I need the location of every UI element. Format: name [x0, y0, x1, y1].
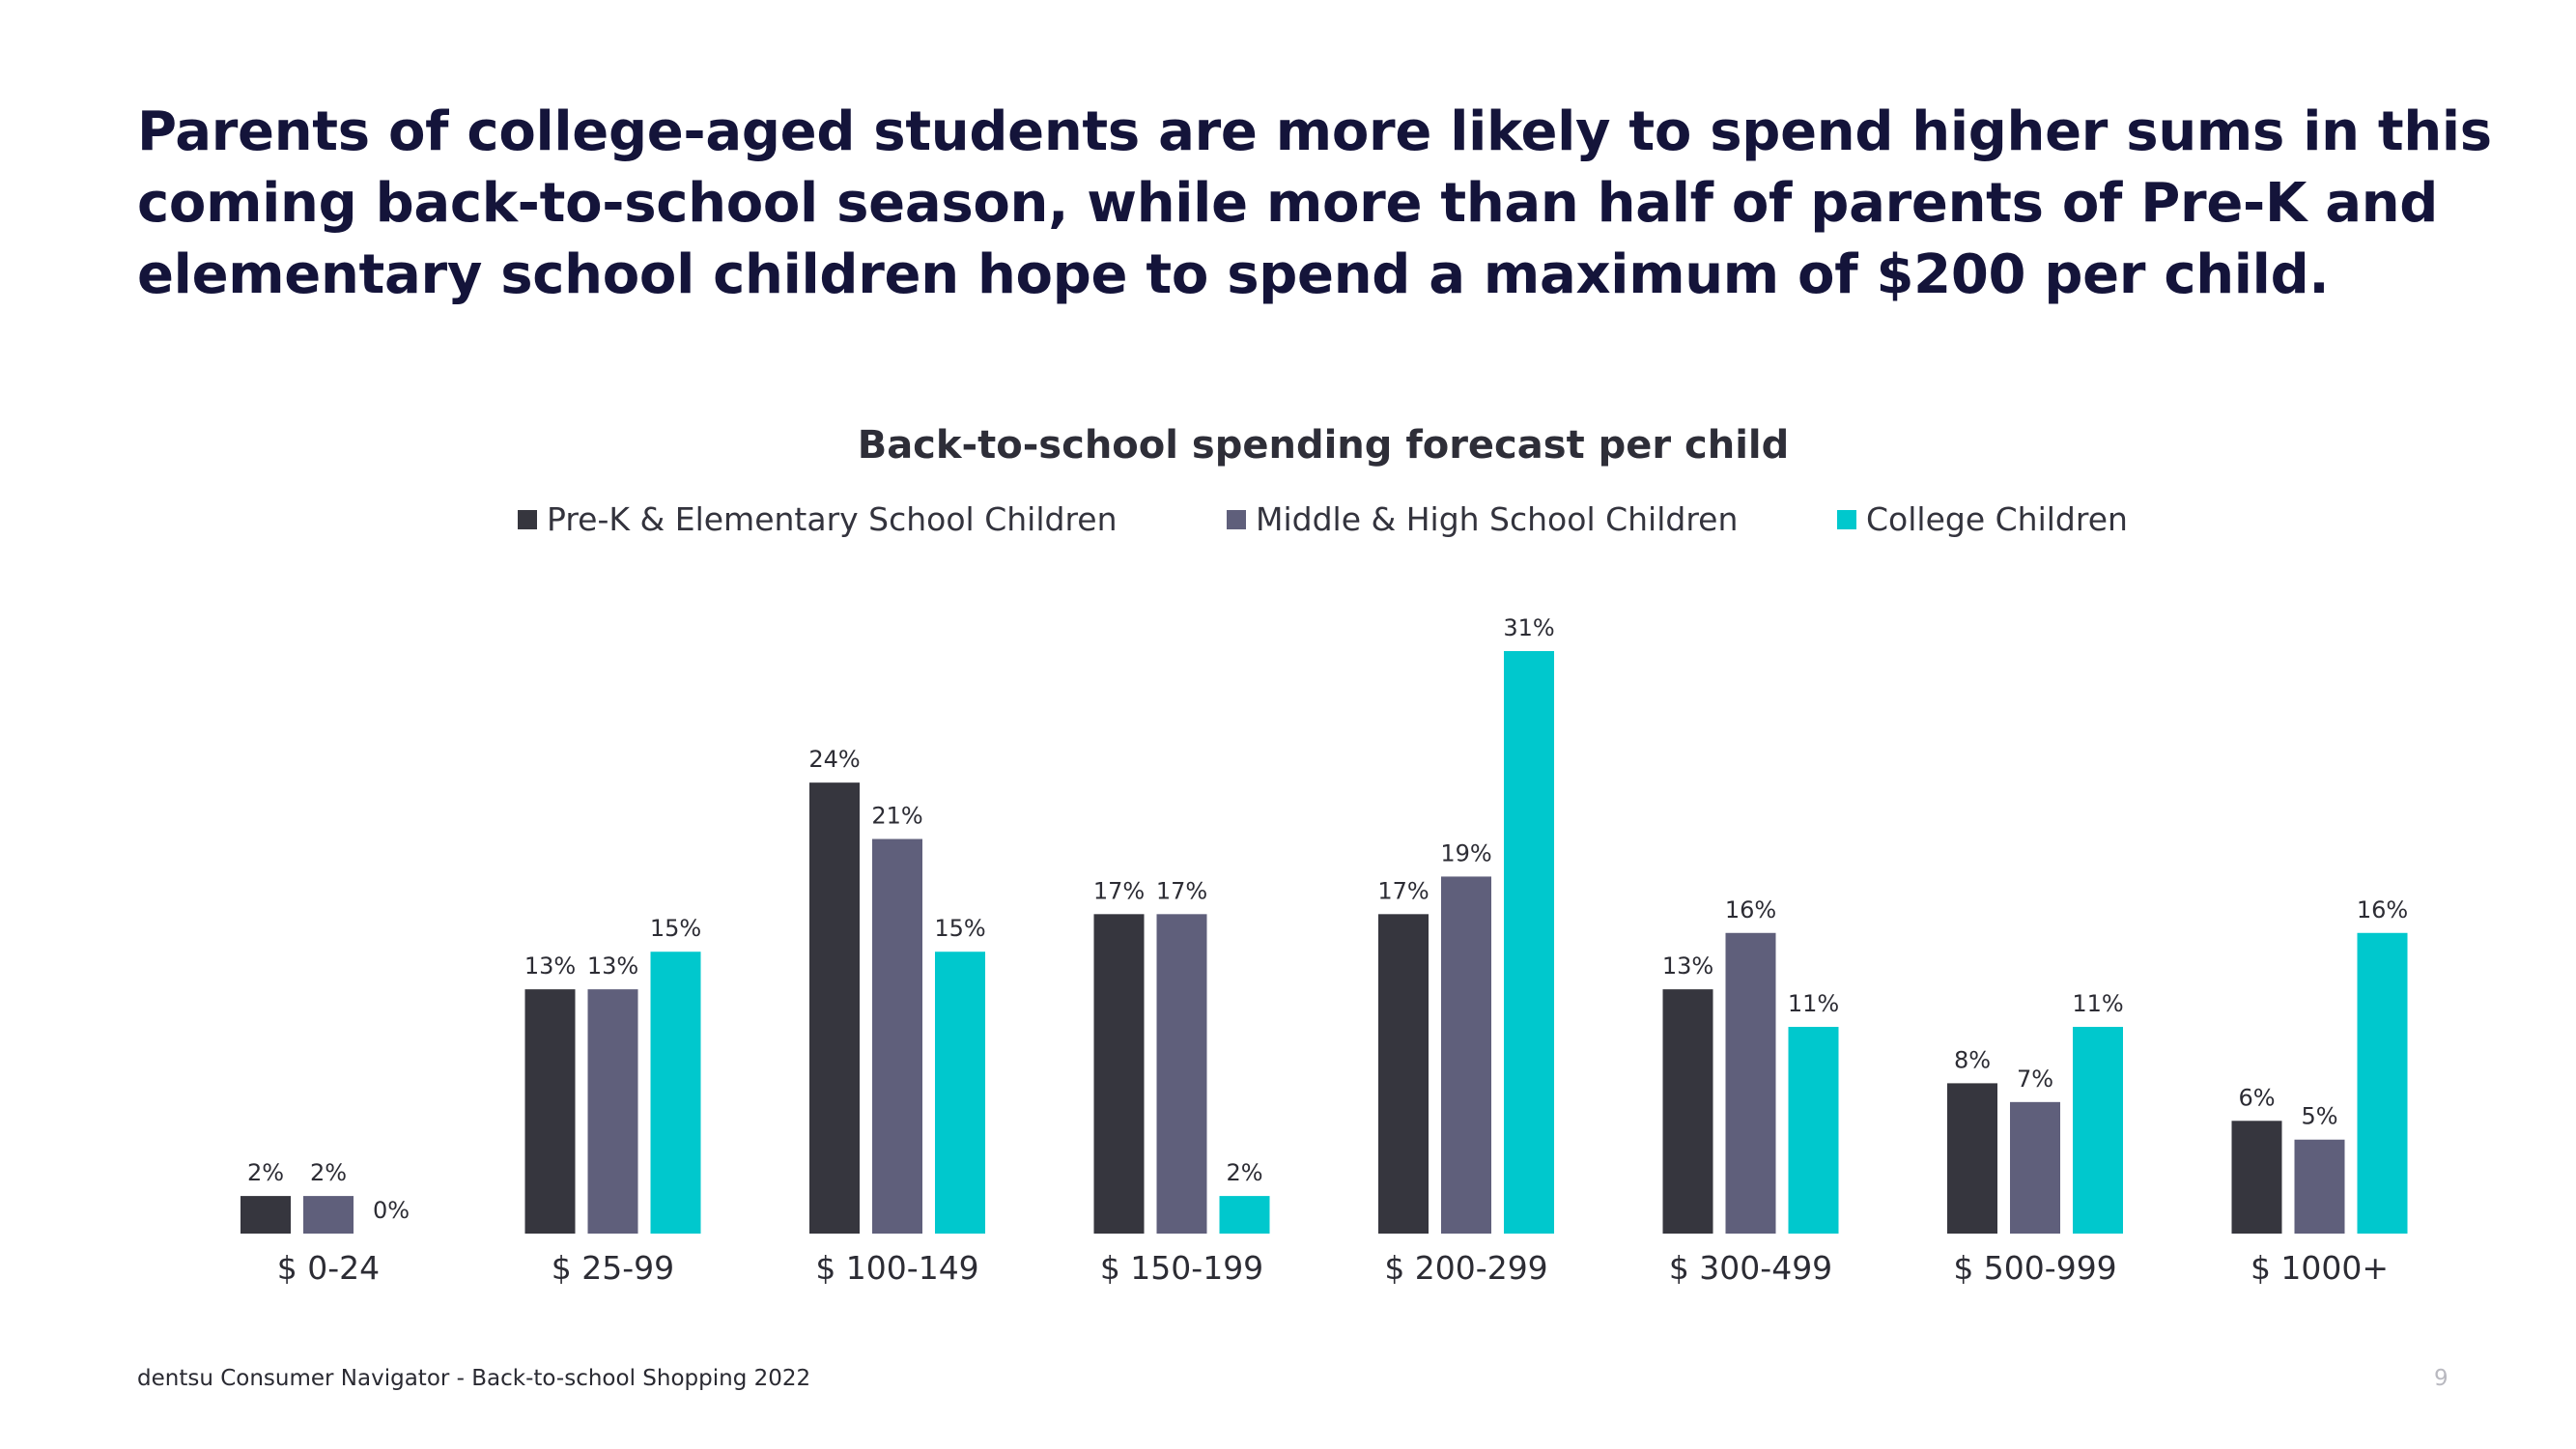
page-number: 9 [2434, 1366, 2449, 1391]
bar-college-children-500-999 [2073, 1027, 2123, 1234]
bar-middle-high-school-children-200-299 [1441, 876, 1491, 1234]
legend-swatch-middle-high [1227, 509, 1246, 529]
data-label-college-children-25-99: 15% [650, 915, 701, 942]
data-label-pre-k-elementary-school-children-100-149: 24% [808, 746, 860, 773]
data-label-middle-high-school-children-25-99: 13% [587, 952, 638, 980]
bar-college-children-25-99 [650, 952, 701, 1234]
data-label-college-children-100-149: 15% [934, 915, 985, 942]
legend-label-college: College Children [1866, 500, 2128, 538]
bar-pre-k-elementary-school-children-150-199 [1093, 914, 1145, 1234]
x-tick-label-25-99: $ 25-99 [552, 1249, 674, 1287]
x-tick-label-200-299: $ 200-299 [1384, 1249, 1547, 1287]
x-tick-label-300-499: $ 300-499 [1669, 1249, 1832, 1287]
x-tick-label-150-199: $ 150-199 [1100, 1249, 1263, 1287]
bar-pre-k-elementary-school-children-1000 [2231, 1121, 2282, 1234]
data-label-middle-high-school-children-300-499: 16% [1725, 896, 1776, 923]
legend-label-prek-elementary: Pre-K & Elementary School Children [547, 500, 1118, 538]
headline-line-3: elementary school children hope to spend… [137, 243, 2330, 306]
x-tick-label-0-24: $ 0-24 [277, 1249, 380, 1287]
bar-pre-k-elementary-school-children-0-24 [241, 1196, 291, 1234]
bar-college-children-150-199 [1219, 1196, 1270, 1234]
legend-item-middle-high: Middle & High School Children [1227, 500, 1738, 538]
data-label-college-children-300-499: 11% [1788, 990, 1839, 1017]
bar-middle-high-school-children-150-199 [1156, 914, 1207, 1234]
data-label-pre-k-elementary-school-children-1000: 6% [2238, 1084, 2275, 1111]
bar-middle-high-school-children-25-99 [587, 989, 638, 1234]
bar-pre-k-elementary-school-children-25-99 [524, 989, 576, 1234]
x-tick-label-500-999: $ 500-999 [1953, 1249, 2116, 1287]
bar-pre-k-elementary-school-children-200-299 [1378, 914, 1429, 1234]
data-label-college-children-1000: 16% [2357, 896, 2408, 923]
data-label-pre-k-elementary-school-children-25-99: 13% [524, 952, 576, 980]
data-label-middle-high-school-children-150-199: 17% [1156, 877, 1207, 904]
data-label-pre-k-elementary-school-children-200-299: 17% [1377, 877, 1429, 904]
data-label-college-children-150-199: 2% [1226, 1159, 1262, 1186]
bar-middle-high-school-children-500-999 [2010, 1101, 2060, 1234]
headline-line-2: coming back-to-school season, while more… [137, 172, 2439, 235]
data-label-pre-k-elementary-school-children-300-499: 13% [1662, 952, 1713, 980]
legend-swatch-college [1837, 509, 1856, 529]
data-label-middle-high-school-children-1000: 5% [2301, 1103, 2337, 1130]
bar-middle-high-school-children-0-24 [303, 1196, 354, 1234]
data-label-middle-high-school-children-200-299: 19% [1440, 839, 1491, 867]
chart-title: Back-to-school spending forecast per chi… [857, 423, 1790, 468]
bar-middle-high-school-children-100-149 [872, 838, 922, 1234]
bar-college-children-300-499 [1788, 1027, 1839, 1234]
legend-item-prek-elementary: Pre-K & Elementary School Children [518, 500, 1118, 538]
data-label-pre-k-elementary-school-children-500-999: 8% [1954, 1046, 1991, 1073]
bar-pre-k-elementary-school-children-500-999 [1947, 1083, 1997, 1234]
data-label-college-children-200-299: 31% [1503, 614, 1554, 641]
headline: Parents of college-aged students are mor… [137, 97, 2492, 311]
legend-item-college: College Children [1837, 500, 2128, 538]
bar-middle-high-school-children-1000 [2294, 1139, 2345, 1234]
bar-college-children-100-149 [935, 952, 985, 1234]
data-label-pre-k-elementary-school-children-0-24: 2% [247, 1159, 284, 1186]
legend-swatch-prek-elementary [518, 509, 537, 529]
data-label-pre-k-elementary-school-children-150-199: 17% [1093, 877, 1145, 904]
bar-college-children-1000 [2357, 932, 2408, 1234]
bar-pre-k-elementary-school-children-300-499 [1662, 989, 1713, 1234]
data-label-middle-high-school-children-500-999: 7% [2017, 1065, 2053, 1093]
bar-pre-k-elementary-school-children-100-149 [809, 782, 860, 1234]
x-tick-label-100-149: $ 100-149 [815, 1249, 978, 1287]
data-label-middle-high-school-children-100-149: 21% [871, 803, 922, 830]
chart-legend: Pre-K & Elementary School Children Middl… [0, 500, 2576, 543]
footer-source: dentsu Consumer Navigator - Back-to-scho… [137, 1366, 811, 1391]
x-tick-label-1000: $ 1000+ [2250, 1249, 2389, 1287]
data-label-college-children-500-999: 11% [2072, 990, 2123, 1017]
headline-line-1: Parents of college-aged students are mor… [137, 100, 2492, 163]
data-label-middle-high-school-children-0-24: 2% [310, 1159, 347, 1186]
bar-college-children-200-299 [1504, 651, 1554, 1234]
data-label-college-children-0-24: 0% [373, 1197, 410, 1224]
legend-label-middle-high: Middle & High School Children [1256, 500, 1739, 538]
bar-middle-high-school-children-300-499 [1725, 932, 1776, 1234]
